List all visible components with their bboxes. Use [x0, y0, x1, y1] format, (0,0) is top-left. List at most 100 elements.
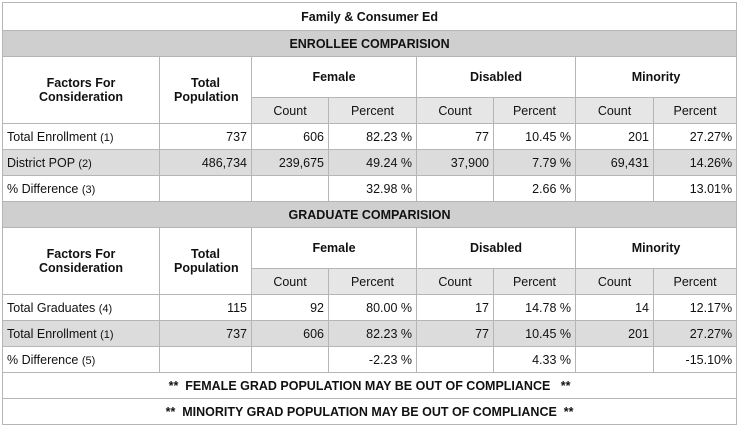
compliance-note-minority: ** MINORITY GRAD POPULATION MAY BE OUT O…	[1, 398, 738, 425]
cell-total: 486,734	[159, 149, 252, 176]
subheader-row: Count Percent Count Percent Count Percen…	[3, 97, 738, 124]
subheader-percent: Percent	[493, 97, 576, 124]
subheader-row: Count Percent Count Percent Count Percen…	[3, 268, 738, 295]
compliance-note-female: ** FEMALE GRAD POPULATION MAY BE OUT OF …	[1, 372, 738, 399]
row-label: Total Graduates (4)	[2, 294, 160, 321]
row-label-text: District POP	[7, 155, 75, 170]
cell-minority-count	[575, 346, 654, 373]
cell-minority-percent: 12.17%	[652, 294, 738, 321]
header-factors: Factors For Consideration	[2, 56, 160, 124]
cell-female-percent: 80.00 %	[328, 294, 417, 321]
table-row: Total Enrollment (1) 737 606 82.23 % 77 …	[2, 123, 738, 150]
row-ref: (4)	[98, 302, 113, 315]
page-title: Family & Consumer Ed	[1, 2, 738, 31]
header-female: Female	[251, 227, 417, 269]
table-row: Total Graduates (4) 115 92 80.00 % 17 14…	[2, 294, 738, 321]
row-ref: (5)	[81, 354, 96, 367]
row-label-text: % Difference	[7, 352, 79, 367]
cell-disabled-count	[416, 346, 494, 373]
cell-female-count: 92	[251, 294, 329, 321]
subheader-percent: Percent	[493, 268, 576, 295]
cell-minority-count	[575, 175, 654, 202]
header-row: Factors For Consideration Total Populati…	[2, 56, 738, 124]
row-ref: (2)	[78, 157, 92, 170]
header-factors: Factors For Consideration	[2, 227, 160, 295]
cell-disabled-count: 37,900	[416, 149, 494, 176]
cell-minority-count: 69,431	[575, 149, 654, 176]
table-row: District POP (2) 486,734 239,675 49.24 %…	[2, 149, 738, 176]
cell-disabled-percent: 7.79 %	[493, 149, 576, 176]
cell-female-percent: 82.23 %	[328, 320, 417, 347]
header-row: Factors For Consideration Total Populati…	[2, 227, 738, 295]
subheader-count: Count	[251, 268, 329, 295]
table-row: Total Enrollment (1) 737 606 82.23 % 77 …	[2, 320, 738, 347]
cell-minority-count: 201	[575, 320, 654, 347]
comparison-table: Family & Consumer Ed ENROLLEE COMPARISIO…	[1, 2, 738, 425]
cell-total: 115	[159, 294, 252, 321]
row-label: % Difference (3)	[2, 175, 160, 202]
cell-total: 737	[159, 123, 252, 150]
row-label-text: Total Enrollment	[7, 326, 97, 341]
cell-female-count: 606	[251, 320, 329, 347]
cell-minority-percent: 27.27%	[652, 320, 738, 347]
subheader-count: Count	[416, 268, 494, 295]
row-label-text: % Difference	[7, 181, 79, 196]
row-ref: (1)	[100, 328, 114, 341]
cell-minority-percent: 13.01%	[652, 175, 738, 202]
subheader-count: Count	[575, 97, 654, 124]
cell-total: 737	[159, 320, 252, 347]
subheader-count: Count	[575, 268, 654, 295]
note-row: ** FEMALE GRAD POPULATION MAY BE OUT OF …	[1, 372, 738, 399]
row-ref: (1)	[100, 131, 114, 144]
cell-disabled-percent: 10.45 %	[493, 123, 576, 150]
row-label: % Difference (5)	[2, 346, 160, 373]
cell-minority-percent: 14.26%	[652, 149, 738, 176]
subheader-percent: Percent	[652, 268, 738, 295]
cell-minority-count: 201	[575, 123, 654, 150]
table-row: % Difference (3) 32.98 % 2.66 % 13.01%	[2, 175, 738, 202]
section-heading-enrollee: ENROLLEE COMPARISION	[1, 30, 738, 57]
row-label-text: Total Enrollment	[7, 129, 97, 144]
header-female: Female	[251, 56, 417, 98]
row-label-text: Total Graduates	[7, 300, 96, 315]
title-row: Family & Consumer Ed	[1, 2, 738, 31]
cell-disabled-percent: 4.33 %	[493, 346, 576, 373]
section-heading-row: ENROLLEE COMPARISION	[1, 30, 738, 57]
cell-female-percent: 82.23 %	[328, 123, 417, 150]
row-label: Total Enrollment (1)	[2, 320, 160, 347]
cell-disabled-count: 77	[416, 123, 494, 150]
subheader-count: Count	[416, 97, 494, 124]
cell-minority-percent: -15.10%	[652, 346, 738, 373]
cell-female-percent: 32.98 %	[328, 175, 417, 202]
cell-minority-count: 14	[575, 294, 654, 321]
subheader-count: Count	[251, 97, 329, 124]
cell-disabled-percent: 14.78 %	[493, 294, 576, 321]
header-total: Total Population	[159, 227, 252, 295]
cell-female-percent: -2.23 %	[328, 346, 417, 373]
cell-female-count	[251, 346, 329, 373]
cell-female-count	[251, 175, 329, 202]
header-disabled: Disabled	[416, 56, 576, 98]
cell-female-count: 239,675	[251, 149, 329, 176]
header-minority: Minority	[574, 227, 738, 269]
subheader-percent: Percent	[328, 268, 417, 295]
section-heading-row: GRADUATE COMPARISION	[1, 201, 738, 228]
subheader-percent: Percent	[652, 97, 738, 124]
subheader-percent: Percent	[328, 97, 417, 124]
cell-female-percent: 49.24 %	[328, 149, 417, 176]
row-ref: (3)	[81, 183, 96, 196]
row-label: Total Enrollment (1)	[2, 123, 160, 150]
section-heading-graduate: GRADUATE COMPARISION	[1, 201, 738, 228]
cell-total	[159, 175, 252, 202]
header-minority: Minority	[574, 56, 738, 98]
header-total: Total Population	[159, 56, 252, 124]
table-row: % Difference (5) -2.23 % 4.33 % -15.10%	[2, 346, 738, 373]
cell-disabled-count	[416, 175, 494, 202]
row-label: District POP (2)	[2, 149, 160, 176]
header-disabled: Disabled	[416, 227, 576, 269]
cell-disabled-percent: 2.66 %	[493, 175, 576, 202]
cell-disabled-count: 77	[416, 320, 494, 347]
cell-disabled-count: 17	[416, 294, 494, 321]
cell-minority-percent: 27.27%	[652, 123, 738, 150]
cell-female-count: 606	[251, 123, 329, 150]
